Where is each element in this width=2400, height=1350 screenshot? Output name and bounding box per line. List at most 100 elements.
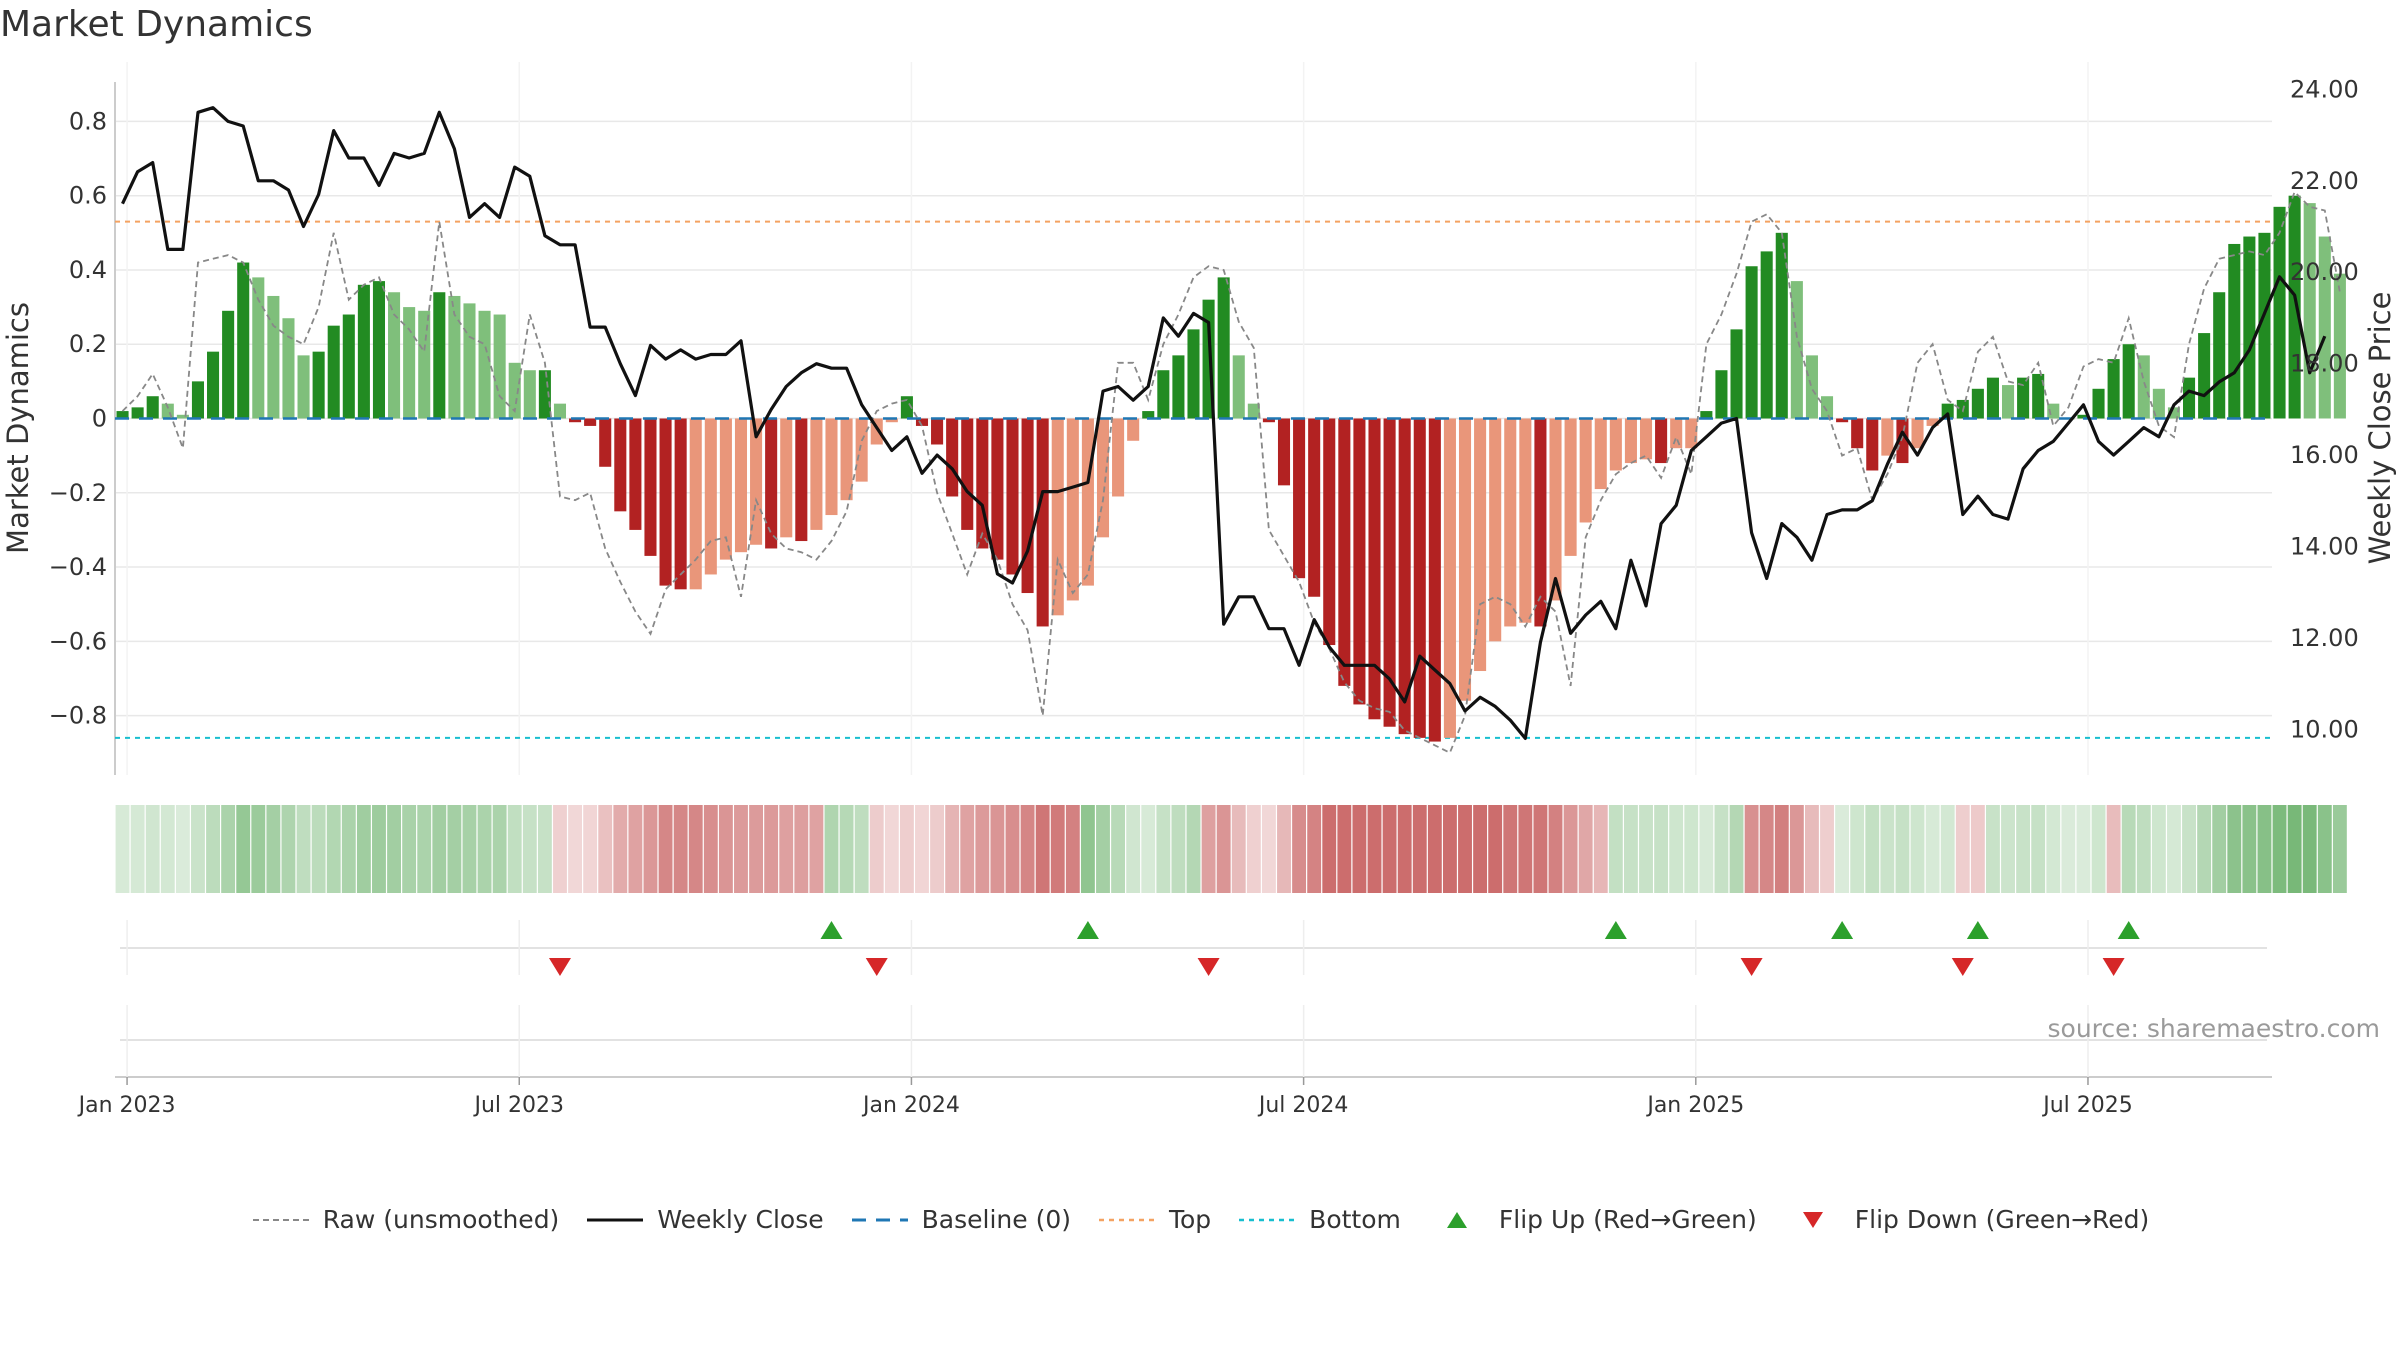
histogram-bar — [388, 292, 401, 419]
heat-band-cell — [1186, 805, 1201, 893]
heat-band-cell — [2272, 805, 2287, 893]
heat-band-cell — [839, 805, 854, 893]
heat-band-cell — [1548, 805, 1563, 893]
heat-band-cell — [1684, 805, 1699, 893]
heat-band-cell — [2212, 805, 2227, 893]
heat-band-cell — [1020, 805, 1035, 893]
flip-down-marker — [865, 958, 888, 976]
heat-band-cell — [2121, 805, 2136, 893]
histogram-bar — [2303, 203, 2316, 419]
heat-band-cell — [1231, 805, 1246, 893]
heat-band-cell — [2091, 805, 2106, 893]
histogram-bar — [1519, 418, 1532, 623]
heat-band-cell — [1382, 805, 1397, 893]
histogram-bar — [2318, 236, 2331, 419]
histogram-bar — [433, 292, 446, 419]
heat-band-cell — [1804, 805, 1819, 893]
flip-down-marker — [548, 958, 571, 976]
histogram-bar — [1866, 418, 1879, 471]
heat-band-cell — [1322, 805, 1337, 893]
histogram-bar — [584, 418, 597, 426]
histogram-bar — [900, 396, 913, 419]
heat-band-cell — [356, 805, 371, 893]
x-tick-label: Jan 2023 — [77, 1093, 176, 1118]
heat-band-cell — [1669, 805, 1684, 893]
heat-band-cell — [703, 805, 718, 893]
histogram-bar — [659, 418, 672, 586]
histogram-bar — [1911, 418, 1924, 449]
histogram-bar — [795, 418, 808, 542]
legend-item-raw: Raw (unsmoothed) — [251, 1205, 559, 1234]
heat-band-cell — [734, 805, 748, 893]
histogram-bar — [961, 418, 974, 530]
histogram-bar — [810, 418, 823, 530]
heat-band-cell — [1111, 805, 1126, 893]
heat-band-cell — [522, 805, 537, 893]
heat-band-cell — [1277, 805, 1291, 893]
dotted-orange-line — [1098, 1218, 1155, 1221]
histogram-bar — [2167, 407, 2180, 419]
histogram-bar — [131, 407, 144, 419]
histogram-bar — [207, 351, 220, 419]
histogram-bar — [1594, 418, 1607, 490]
heat-band-cell — [462, 805, 477, 893]
histogram-bar — [1639, 418, 1653, 460]
histogram-bar — [1383, 418, 1396, 727]
heat-band-cell — [1820, 805, 1834, 893]
histogram-bar — [237, 262, 250, 419]
histogram-bar — [1760, 251, 1773, 419]
heat-band-cell — [2302, 805, 2317, 893]
heat-band-cell — [824, 805, 839, 893]
weekly-close-line — [121, 106, 2327, 741]
heat-band-cell — [2001, 805, 2015, 893]
histogram-bar — [825, 418, 838, 516]
histogram-bar — [2077, 414, 2090, 419]
legend-item-close: Weekly Close — [585, 1205, 824, 1234]
y-tick-label: −0.8 — [49, 702, 107, 730]
y2-tick-label: 22.00 — [2290, 167, 2359, 195]
heat-band-cell — [1699, 805, 1714, 893]
x-tick-label: Jan 2025 — [1645, 1093, 1744, 1118]
heat-band-cell — [1563, 805, 1578, 893]
heat-band-cell — [1910, 805, 1925, 893]
y-tick-label: −0.4 — [49, 553, 107, 581]
histogram-bar — [991, 418, 1004, 560]
x-tick-label: Jul 2025 — [2041, 1093, 2133, 1118]
heat-band-cell — [1065, 805, 1080, 893]
heat-band-cell — [145, 805, 160, 893]
histogram-bar — [1579, 418, 1592, 523]
histogram-bar — [553, 403, 567, 419]
heat-band-cell — [1442, 805, 1457, 893]
heat-band-cell — [2257, 805, 2272, 893]
y2-tick-label: 24.00 — [2290, 75, 2359, 103]
histogram-bar — [1836, 418, 1849, 423]
heat-band-cell — [2182, 805, 2196, 893]
histogram-bar — [840, 418, 853, 501]
histogram-bar — [191, 381, 204, 419]
heat-band-cell — [1850, 805, 1865, 893]
histogram-bar — [1081, 418, 1094, 586]
histogram-bar — [176, 414, 189, 419]
y-tick-label: 0.6 — [69, 182, 107, 210]
histogram-bar — [1172, 355, 1185, 419]
heat-band-cell — [2332, 805, 2347, 893]
y-tick-label: 0.4 — [69, 256, 107, 284]
heat-band-cell — [1503, 805, 1518, 893]
histogram-bar — [2258, 232, 2271, 419]
heat-band-cell — [2227, 805, 2242, 893]
histogram-bar — [2152, 388, 2165, 419]
heat-band-cell — [1035, 805, 1050, 893]
heat-band-cell — [1654, 805, 1669, 893]
histogram-bar — [1112, 418, 1125, 497]
legend-item-top: Top — [1097, 1205, 1211, 1234]
histogram-bar — [1051, 418, 1064, 616]
histogram-bar — [855, 418, 868, 482]
histogram-bar — [2288, 195, 2301, 419]
heat-band-cell — [1367, 805, 1382, 893]
heat-band-cell — [2106, 805, 2121, 893]
y2-tick-label: 14.00 — [2290, 532, 2359, 560]
heat-band-cell — [764, 805, 779, 893]
heat-band-cell — [1593, 805, 1608, 893]
heat-band-cell — [1096, 805, 1110, 893]
